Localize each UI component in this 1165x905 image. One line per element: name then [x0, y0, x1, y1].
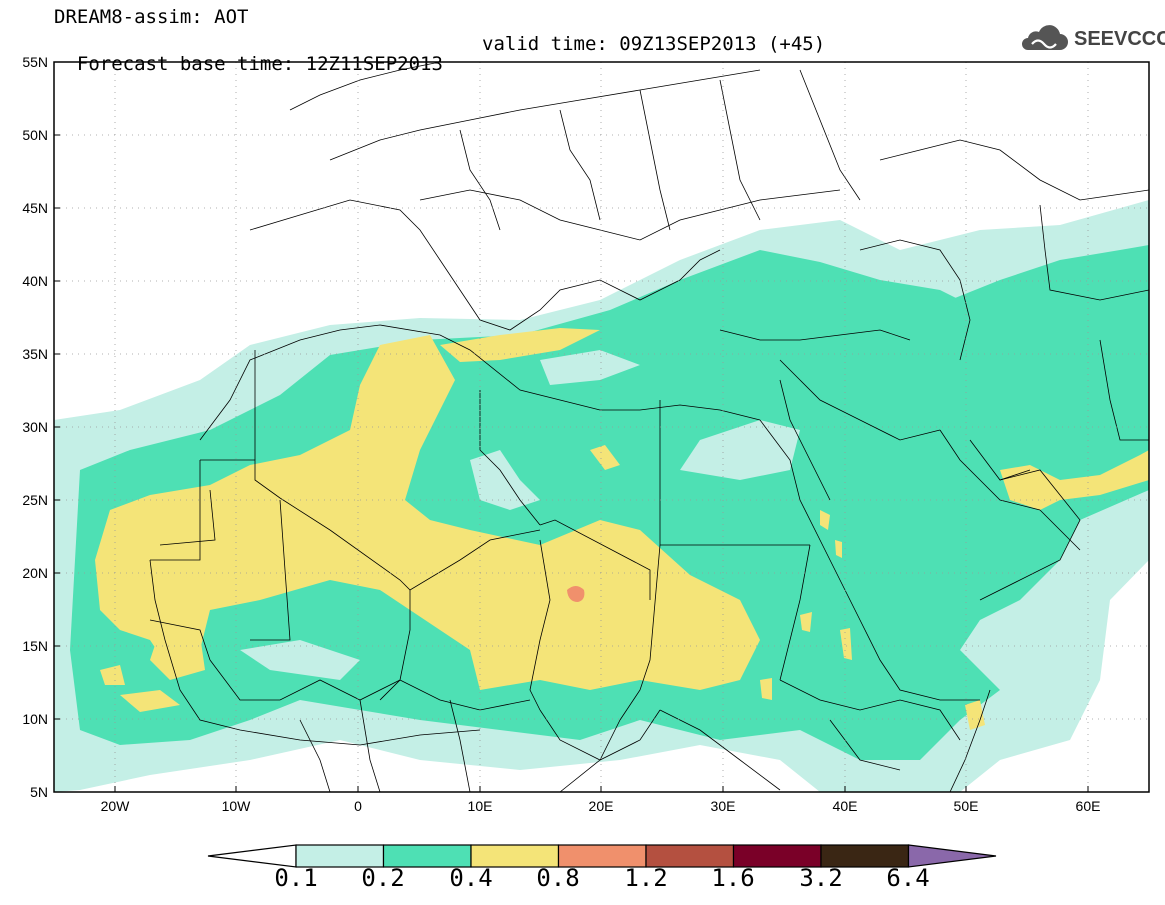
colorbar-label: 0.1 [274, 864, 318, 892]
field-orange-spot [567, 586, 585, 602]
tick-marks [54, 61, 1089, 793]
colorbar-label: 0.4 [449, 864, 493, 892]
field-yellow-coast-2 [100, 665, 125, 685]
field-light-hole-4 [540, 350, 640, 385]
field-light-hole-2 [470, 450, 540, 510]
lat-label: 45N [22, 200, 48, 216]
field-yellow-spot-2 [835, 540, 842, 558]
field-yellow-spot-4 [840, 628, 852, 660]
field-yellow-coast-3 [120, 690, 180, 712]
lat-label: 30N [22, 419, 48, 435]
field-yellow-spot-1 [820, 510, 830, 530]
graticule [54, 62, 1149, 792]
field-yellow-spot-3 [800, 612, 812, 632]
valid-time: valid time: 09Z13SEP2013 (+45) [482, 33, 826, 55]
lat-label: 50N [22, 127, 48, 143]
colorbar-label: 3.2 [799, 864, 843, 892]
cloud-icon [1022, 25, 1068, 50]
colorbar-label: 0.8 [536, 864, 580, 892]
lat-label: 5N [30, 784, 48, 800]
lat-label: 10N [22, 711, 48, 727]
colorbar-label: 1.6 [711, 864, 755, 892]
seevccc-logo: SEEVCCC [1018, 24, 1165, 54]
field-light-hole-1 [680, 420, 800, 480]
field-yellow-spot-7 [460, 588, 474, 608]
lat-label: 15N [22, 638, 48, 654]
colorbar-high-arrow [907, 844, 997, 868]
lat-label: 55N [22, 54, 48, 70]
colorbar-label: 1.2 [624, 864, 668, 892]
colorbar [207, 844, 997, 868]
lon-label: 50E [953, 798, 979, 814]
field-yellow-west-coast [150, 630, 205, 680]
lon-label: 20E [588, 798, 614, 814]
lon-label: 10W [221, 798, 251, 814]
title-line-2: Forecast base time: 12Z11SEP2013 valid t… [54, 34, 825, 94]
aot-fields [54, 200, 1149, 792]
field-yellow-north-2 [590, 445, 620, 470]
colorbar-label: 6.4 [886, 864, 930, 892]
field-yellow-west [95, 335, 760, 690]
lat-label: 40N [22, 273, 48, 289]
country-borders [149, 62, 1149, 792]
lon-label: 30E [710, 798, 736, 814]
field-light-hole-3 [240, 640, 360, 680]
base-time: Forecast base time: 12Z11SEP2013 [76, 53, 443, 75]
lat-label: 20N [22, 565, 48, 581]
lon-label: 0 [354, 798, 362, 814]
lat-label: 35N [22, 346, 48, 362]
title-line-1: DREAM8-assim: AOT [54, 6, 249, 28]
field-green-main [70, 250, 1149, 760]
lon-label: 40E [832, 798, 858, 814]
logo-text: SEEVCCC [1074, 28, 1165, 50]
lat-label: 25N [22, 492, 48, 508]
field-yellow-spot-6 [965, 700, 985, 730]
lon-label: 60E [1075, 798, 1101, 814]
field-yellow-gulf [1000, 450, 1149, 510]
field-yellow-spot-5 [760, 678, 772, 700]
lon-label: 10E [467, 798, 493, 814]
field-yellow-north-1 [440, 328, 600, 362]
colorbar-label: 0.2 [361, 864, 405, 892]
lon-label: 20W [100, 798, 130, 814]
